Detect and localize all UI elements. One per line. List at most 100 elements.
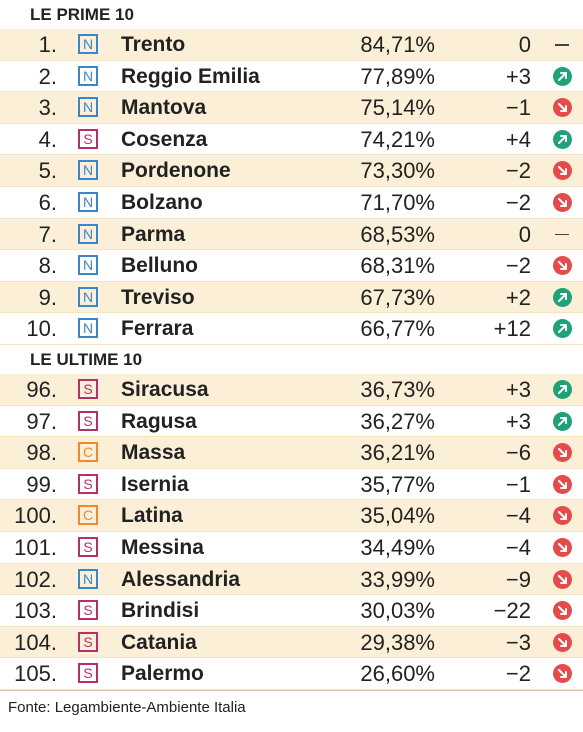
percentage-value: 84,71% [360, 32, 435, 57]
position-change: +3 [505, 376, 531, 402]
position-change: −6 [505, 440, 531, 466]
position-change: +4 [505, 126, 531, 152]
city-name: Massa [121, 441, 186, 465]
rank-number: 8. [38, 253, 57, 279]
arrow-up-right-icon [553, 411, 572, 431]
region-badge: S [78, 600, 98, 621]
arrow-down-right-icon [553, 256, 572, 276]
region-badge: N [78, 568, 98, 589]
position-change: −2 [505, 661, 531, 687]
percentage-value: 36,21% [360, 440, 435, 466]
region-badge: C [78, 442, 98, 463]
table-row: 7. N Parma 68,53% 0 [0, 218, 583, 251]
percentage-value: 74,21% [360, 126, 435, 152]
city-name: Latina [121, 504, 183, 528]
source-note: Fonte: Legambiente-Ambiente Italia [0, 689, 583, 732]
percentage-value: 73,30% [360, 158, 435, 184]
rank-number: 104. [14, 629, 57, 655]
arrow-up-right-icon [553, 379, 572, 399]
position-change: −3 [505, 629, 531, 655]
region-badge: S [78, 536, 98, 557]
table-row: 6. N Bolzano 71,70% −2 [0, 186, 583, 219]
rank-number: 9. [38, 284, 57, 310]
city-name: Ragusa [121, 409, 197, 433]
position-change: −2 [505, 189, 531, 215]
rank-number: 97. [26, 408, 57, 434]
table-row: 104. S Catania 29,38% −3 [0, 626, 583, 659]
dash-icon [553, 35, 572, 54]
arrow-down-right-icon [553, 537, 572, 557]
city-name: Mantova [121, 96, 207, 120]
percentage-value: 36,27% [360, 408, 435, 434]
percentage-value: 68,53% [360, 221, 435, 247]
arrow-down-right-icon [553, 506, 572, 526]
city-name: Pordenone [121, 159, 231, 183]
table-row: 8. N Belluno 68,31% −2 [0, 250, 583, 282]
city-name: Isernia [121, 472, 189, 496]
region-badge: S [78, 631, 98, 652]
region-badge: N [78, 65, 98, 86]
city-name: Reggio Emilia [121, 64, 260, 88]
percentage-value: 75,14% [360, 95, 435, 121]
rank-number: 102. [14, 566, 57, 592]
arrow-down-right-icon [553, 474, 572, 494]
arrow-up-right-icon [553, 319, 572, 339]
position-change: −1 [505, 95, 531, 121]
position-change: +3 [505, 63, 531, 89]
position-change: −4 [505, 503, 531, 529]
rank-number: 6. [38, 189, 57, 215]
section-title: LE PRIME 10 [0, 0, 583, 29]
rank-number: 3. [38, 95, 57, 121]
percentage-value: 35,04% [360, 503, 435, 529]
rank-number: 7. [38, 221, 57, 247]
region-badge: S [78, 128, 98, 149]
position-change: −2 [505, 158, 531, 184]
rank-number: 10. [26, 316, 57, 342]
table-row: 103. S Brindisi 30,03% −22 [0, 595, 583, 627]
region-badge: S [78, 378, 98, 399]
region-badge: N [78, 223, 98, 244]
position-change: −2 [505, 253, 531, 279]
table-row: 100. C Latina 35,04% −4 [0, 500, 583, 532]
region-badge: S [78, 663, 98, 684]
rank-number: 103. [14, 598, 57, 624]
table-row: 9. N Treviso 67,73% +2 [0, 281, 583, 314]
table-row: 102. N Alessandria 33,99% −9 [0, 563, 583, 596]
rank-number: 4. [38, 126, 57, 152]
arrow-down-right-icon [553, 601, 572, 621]
table-row: 3. N Mantova 75,14% −1 [0, 92, 583, 124]
table-row: 5. N Pordenone 73,30% −2 [0, 155, 583, 187]
city-name: Alessandria [121, 567, 241, 591]
position-change: +2 [505, 284, 531, 310]
city-name: Brindisi [121, 599, 200, 623]
arrow-down-right-icon [553, 569, 572, 589]
city-name: Cosenza [121, 127, 208, 151]
city-name: Catania [121, 630, 197, 654]
percentage-value: 66,77% [360, 316, 435, 342]
city-name: Ferrara [121, 317, 194, 341]
city-name: Treviso [121, 285, 195, 309]
arrow-up-right-icon [553, 287, 572, 307]
arrow-down-right-icon [553, 443, 572, 463]
rank-number: 5. [38, 158, 57, 184]
region-badge: N [78, 97, 98, 118]
city-name: Messina [121, 535, 204, 559]
percentage-value: 67,73% [360, 284, 435, 310]
percentage-value: 29,38% [360, 629, 435, 655]
table-row: 1. N Trento 84,71% 0 [0, 29, 583, 61]
position-change: −4 [505, 534, 531, 560]
percentage-value: 36,73% [360, 376, 435, 402]
table-row: 98. C Massa 36,21% −6 [0, 437, 583, 469]
ranking-table: LE PRIME 10 1. N Trento 84,71% 0 2. N Reggio Emi… [0, 0, 583, 690]
percentage-value: 35,77% [360, 471, 435, 497]
percentage-value: 77,89% [360, 63, 435, 89]
city-name: Trento [121, 33, 186, 56]
table-row: 101. S Messina 34,49% −4 [0, 531, 583, 564]
percentage-value: 71,70% [360, 189, 435, 215]
rank-number: 100. [14, 503, 57, 529]
region-badge: N [78, 160, 98, 181]
region-badge: N [78, 34, 98, 54]
table-row: 99. S Isernia 35,77% −1 [0, 468, 583, 501]
region-badge: S [78, 410, 98, 431]
rank-number: 101. [14, 534, 57, 560]
